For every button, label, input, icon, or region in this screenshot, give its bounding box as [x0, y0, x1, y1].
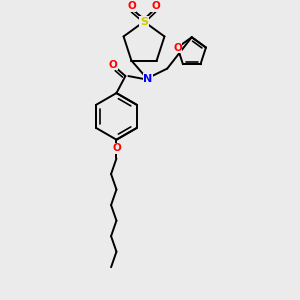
Text: S: S — [140, 16, 148, 27]
Text: N: N — [143, 74, 152, 84]
Text: O: O — [151, 1, 160, 11]
Text: O: O — [112, 143, 121, 153]
Text: O: O — [109, 60, 117, 70]
Text: O: O — [173, 43, 182, 52]
Text: O: O — [127, 1, 136, 11]
